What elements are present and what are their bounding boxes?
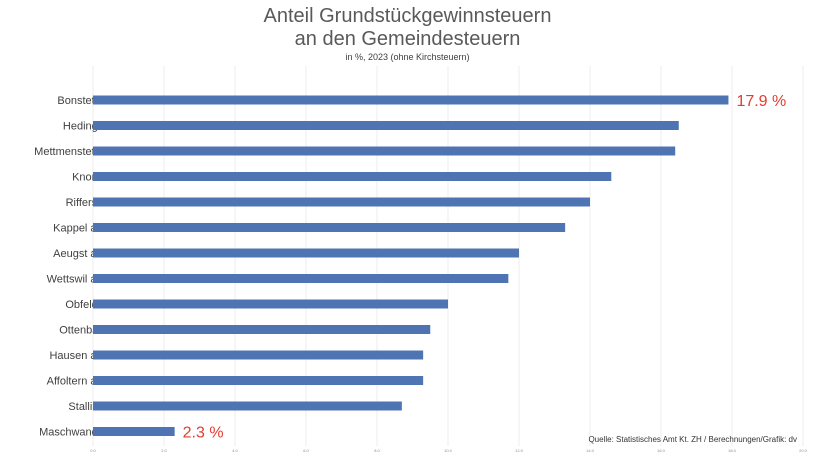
x-tick-label: 2.0 [161,448,167,453]
x-tick-label: 16.0 [657,448,666,453]
bar [93,376,424,385]
bar [93,121,679,130]
bar [93,197,590,207]
bar [93,350,424,360]
source-note: Quelle: Statistisches Amt Kt. ZH / Berec… [588,435,797,444]
x-tick-label: 14.0 [586,448,595,453]
category-label: Maschwanden [39,427,110,439]
bar [93,325,431,334]
value-annotation: 2.3 % [183,425,224,442]
bar [93,172,612,181]
chart-title-line2: an den Gemeindesteuern [294,28,521,50]
x-tick-label: 18.0 [728,448,737,453]
bar [93,146,676,156]
x-tick-label: 6.0 [303,448,309,453]
bar [93,95,729,105]
x-tick-label: 0.0 [90,448,96,453]
chart-title: Anteil Grundstückgewinnsteuern [263,5,552,27]
x-tick-label: 12.0 [515,448,524,453]
bar [93,248,519,258]
x-tick-label: 8.0 [374,448,380,453]
bar [93,401,402,411]
bar [93,274,509,283]
bar [93,223,566,232]
x-tick-label: 20.0 [799,448,808,453]
x-tick-label: 10.0 [444,448,453,453]
bar [93,427,175,436]
bar [93,299,448,309]
category-label: Mettmenstetten [34,146,110,158]
x-tick-label: 4.0 [232,448,238,453]
value-annotation: 17.9 % [736,93,786,110]
chart-subtitle: in %, 2023 (ohne Kirchsteuern) [345,52,470,62]
